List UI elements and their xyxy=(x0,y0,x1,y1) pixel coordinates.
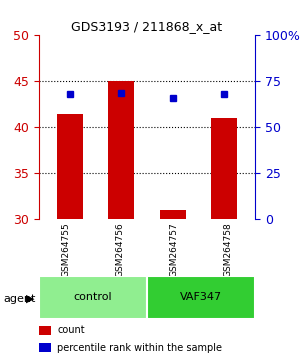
Text: GSM264756: GSM264756 xyxy=(116,222,124,277)
Title: GDS3193 / 211868_x_at: GDS3193 / 211868_x_at xyxy=(71,20,223,33)
Text: agent: agent xyxy=(3,294,35,304)
Text: control: control xyxy=(74,292,112,302)
Bar xyxy=(108,81,134,219)
Bar xyxy=(211,118,237,219)
FancyBboxPatch shape xyxy=(147,276,255,319)
Text: VAF347: VAF347 xyxy=(180,292,222,302)
Bar xyxy=(57,114,83,219)
Bar xyxy=(160,210,186,219)
Text: GSM264757: GSM264757 xyxy=(169,222,178,277)
Text: GSM264758: GSM264758 xyxy=(224,222,232,277)
FancyBboxPatch shape xyxy=(39,276,147,319)
Text: GSM264755: GSM264755 xyxy=(61,222,70,277)
Text: percentile rank within the sample: percentile rank within the sample xyxy=(57,343,222,353)
Text: ▶: ▶ xyxy=(26,294,34,304)
Text: count: count xyxy=(57,325,85,335)
